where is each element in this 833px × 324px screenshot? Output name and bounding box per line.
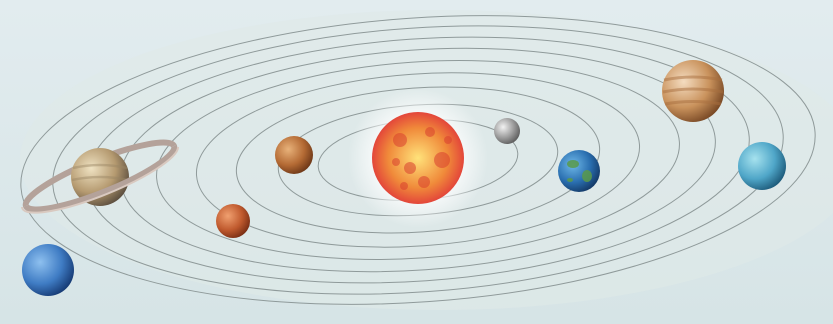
sun (372, 112, 464, 204)
saturn-bands (71, 163, 129, 182)
saturn-rings-front (23, 144, 178, 213)
earth (558, 150, 600, 192)
orbit-3 (235, 86, 601, 234)
orbit-5 (156, 60, 680, 260)
orbit-4 (195, 72, 641, 248)
uranus (738, 142, 786, 190)
orbit-9 (20, 15, 816, 305)
saturn-rings-outer (21, 146, 180, 214)
sun-surface-texture (392, 127, 452, 190)
jupiter-bands (662, 75, 724, 106)
venus (275, 136, 313, 174)
neptune (22, 244, 74, 296)
saturn (21, 139, 180, 214)
jupiter (662, 60, 724, 122)
mercury (494, 118, 520, 144)
earth-continents (567, 160, 592, 182)
orbit-8 (52, 25, 784, 295)
mars (216, 204, 250, 238)
